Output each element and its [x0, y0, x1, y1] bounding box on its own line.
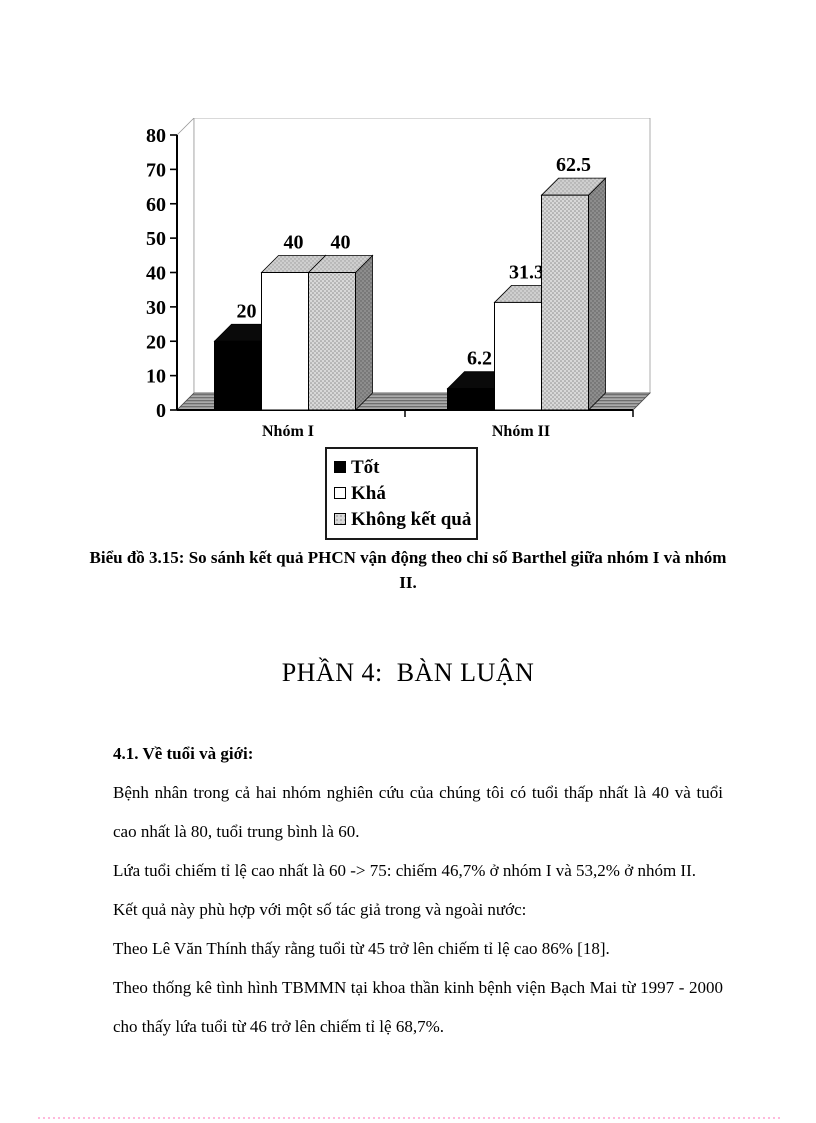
svg-text:40: 40	[331, 232, 351, 254]
svg-text:50: 50	[146, 228, 166, 250]
subsection-heading: 4.1. Về tuổi và giới:	[113, 744, 254, 763]
svg-text:20: 20	[237, 300, 257, 322]
figure-caption: Biểu đồ 3.15: So sánh kết quả PHCN vận đ…	[89, 548, 727, 592]
footer-dotted-line	[38, 1117, 780, 1119]
svg-text:40: 40	[146, 263, 166, 285]
svg-text:60: 60	[146, 194, 166, 216]
svg-text:80: 80	[146, 125, 166, 147]
paragraph: Theo thống kê tình hình TBMMN tại khoa t…	[113, 978, 723, 1036]
svg-text:40: 40	[284, 232, 304, 254]
svg-text:70: 70	[146, 159, 166, 181]
svg-text:30: 30	[146, 297, 166, 319]
legend-swatch-gray-dotted-icon	[334, 513, 346, 525]
svg-text:0: 0	[156, 400, 166, 422]
paragraph: Lứa tuổi chiếm tỉ lệ cao nhất là 60 -> 7…	[113, 861, 697, 880]
legend-item-khong-ket-qua: Không kết quả	[334, 506, 476, 532]
paragraph: Theo Lê Văn Thính thấy rằng tuổi từ 45 t…	[113, 939, 610, 958]
paragraph: Bệnh nhân trong cả hai nhóm nghiên cứu c…	[113, 783, 723, 841]
svg-text:20: 20	[146, 331, 166, 353]
svg-text:Nhóm II: Nhóm II	[492, 423, 550, 440]
paragraph: Kết quả này phù hợp với một số tác giả t…	[113, 900, 527, 919]
legend-swatch-black-icon	[334, 461, 346, 473]
legend-swatch-white-icon	[334, 487, 346, 499]
legend-item-tot: Tốt	[334, 454, 476, 480]
svg-text:Nhóm I: Nhóm I	[262, 423, 314, 440]
legend-label: Khá	[351, 482, 386, 504]
chart-legend: Tốt Khá Không kết quả	[325, 447, 478, 540]
legend-label: Không kết quả	[351, 508, 472, 530]
legend-item-kha: Khá	[334, 480, 476, 506]
svg-text:62.5: 62.5	[556, 154, 591, 176]
svg-text:31.3: 31.3	[509, 261, 544, 283]
legend-label: Tốt	[351, 456, 380, 478]
part-heading: PHẦN 4: BÀN LUẬN	[281, 658, 535, 687]
discussion-text: 4.1. Về tuổi và giới: Bệnh nhân trong cả…	[113, 734, 723, 1046]
svg-text:6.2: 6.2	[467, 348, 492, 370]
svg-text:10: 10	[146, 366, 166, 388]
barthel-comparison-bar-chart: 0 10 20 30 40 50 60 70 80 20 40 40 Nhóm I 6.2 31.3 62.5…	[146, 118, 651, 440]
